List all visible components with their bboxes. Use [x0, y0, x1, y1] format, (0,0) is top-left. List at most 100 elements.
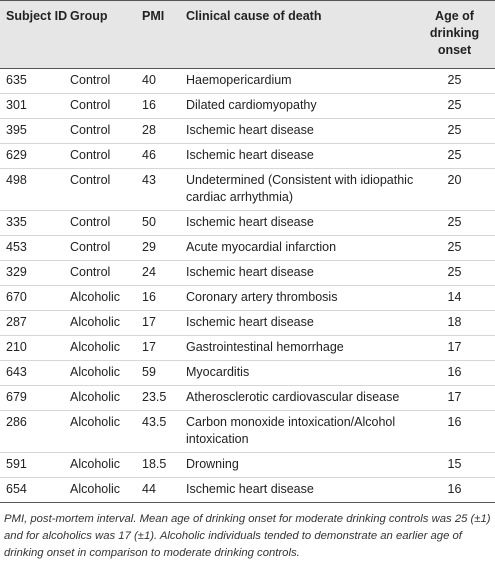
cell-group: Alcoholic	[70, 335, 142, 361]
cell-onset: 25	[414, 118, 495, 144]
cell-pmi: 59	[142, 360, 186, 386]
cell-subject-id: 643	[0, 360, 70, 386]
cell-subject-id: 629	[0, 143, 70, 169]
cell-cause: Ischemic heart disease	[186, 477, 414, 503]
table-row: 335 Control 50 Ischemic heart disease 25	[0, 210, 495, 236]
table-header: Subject ID Group PMI Clinical cause of d…	[0, 0, 495, 69]
cell-group: Alcoholic	[70, 385, 142, 411]
table-footnote: PMI, post-mortem interval. Mean age of d…	[4, 513, 491, 559]
cell-group: Control	[70, 93, 142, 119]
cell-pmi: 46	[142, 143, 186, 169]
table-row: 301 Control 16 Dilated cardiomyopathy 25	[0, 93, 495, 119]
cell-pmi: 16	[142, 93, 186, 119]
cell-group: Alcoholic	[70, 410, 142, 453]
cell-group: Control	[70, 235, 142, 261]
cell-group: Control	[70, 68, 142, 94]
cell-pmi: 17	[142, 335, 186, 361]
table-row: 591 Alcoholic 18.5 Drowning 15	[0, 452, 495, 478]
cell-onset: 17	[414, 385, 495, 411]
cell-cause: Undetermined (Consistent with idiopathic…	[186, 168, 414, 211]
cell-group: Control	[70, 260, 142, 286]
table-row: 635 Control 40 Haemopericardium 25	[0, 68, 495, 94]
header-group: Group	[70, 0, 142, 69]
cell-subject-id: 335	[0, 210, 70, 236]
cell-subject-id: 395	[0, 118, 70, 144]
cell-onset: 17	[414, 335, 495, 361]
cell-subject-id: 301	[0, 93, 70, 119]
cell-subject-id: 286	[0, 410, 70, 453]
cell-group: Alcoholic	[70, 360, 142, 386]
cell-subject-id: 591	[0, 452, 70, 478]
cell-pmi: 40	[142, 68, 186, 94]
cell-subject-id: 287	[0, 310, 70, 336]
cell-group: Control	[70, 168, 142, 211]
cell-pmi: 23.5	[142, 385, 186, 411]
cell-onset: 16	[414, 360, 495, 386]
cell-onset: 25	[414, 143, 495, 169]
table-row: 453 Control 29 Acute myocardial infarction 2…	[0, 235, 495, 261]
cell-subject-id: 670	[0, 285, 70, 311]
cell-pmi: 24	[142, 260, 186, 286]
cell-cause: Ischemic heart disease	[186, 260, 414, 286]
cell-cause: Ischemic heart disease	[186, 118, 414, 144]
cell-onset: 16	[414, 477, 495, 503]
cell-pmi: 29	[142, 235, 186, 261]
cell-pmi: 43.5	[142, 410, 186, 453]
table-row: 329 Control 24 Ischemic heart disease 25	[0, 260, 495, 286]
cell-cause: Ischemic heart disease	[186, 310, 414, 336]
cell-onset: 14	[414, 285, 495, 311]
cell-cause: Carbon monoxide intoxication/Alcohol int…	[186, 410, 414, 453]
cell-onset: 25	[414, 210, 495, 236]
cell-subject-id: 453	[0, 235, 70, 261]
table-container: Subject ID Group PMI Clinical cause of d…	[0, 0, 495, 559]
cell-cause: Myocarditis	[186, 360, 414, 386]
cell-group: Alcoholic	[70, 477, 142, 503]
header-cause: Clinical cause of death	[186, 0, 414, 69]
table-row: 287 Alcoholic 17 Ischemic heart disease 18	[0, 310, 495, 336]
cell-onset: 18	[414, 310, 495, 336]
subjects-table: Subject ID Group PMI Clinical cause of d…	[0, 0, 495, 503]
cell-subject-id: 679	[0, 385, 70, 411]
header-onset: Age of drinking onset	[414, 0, 495, 69]
table-row: 395 Control 28 Ischemic heart disease 25	[0, 118, 495, 144]
cell-cause: Acute myocardial infarction	[186, 235, 414, 261]
cell-pmi: 28	[142, 118, 186, 144]
cell-cause: Drowning	[186, 452, 414, 478]
cell-subject-id: 654	[0, 477, 70, 503]
table-row: 629 Control 46 Ischemic heart disease 25	[0, 143, 495, 169]
cell-cause: Dilated cardiomyopathy	[186, 93, 414, 119]
cell-cause: Coronary artery thrombosis	[186, 285, 414, 311]
cell-cause: Gastrointestinal hemorrhage	[186, 335, 414, 361]
cell-cause: Atherosclerotic cardiovascular disease	[186, 385, 414, 411]
cell-onset: 25	[414, 93, 495, 119]
table-row: 286 Alcoholic 43.5 Carbon monoxide intoxica…	[0, 410, 495, 453]
cell-onset: 25	[414, 68, 495, 94]
table-row: 670 Alcoholic 16 Coronary artery thrombosis…	[0, 285, 495, 311]
cell-group: Control	[70, 118, 142, 144]
table-body: 635 Control 40 Haemopericardium 25 301 Control…	[0, 68, 495, 503]
cell-subject-id: 210	[0, 335, 70, 361]
cell-pmi: 17	[142, 310, 186, 336]
table-row: 679 Alcoholic 23.5 Atherosclerotic cardiova…	[0, 385, 495, 411]
cell-onset: 20	[414, 168, 495, 211]
cell-group: Control	[70, 210, 142, 236]
cell-pmi: 50	[142, 210, 186, 236]
table-row: 654 Alcoholic 44 Ischemic heart disease 16	[0, 477, 495, 503]
table-row: 210 Alcoholic 17 Gastrointestinal hemorrhag…	[0, 335, 495, 361]
table-row: 498 Control 43 Undetermined (Consistent wit…	[0, 168, 495, 211]
cell-group: Alcoholic	[70, 310, 142, 336]
cell-onset: 16	[414, 410, 495, 453]
cell-pmi: 16	[142, 285, 186, 311]
cell-cause: Ischemic heart disease	[186, 210, 414, 236]
cell-subject-id: 498	[0, 168, 70, 211]
cell-subject-id: 329	[0, 260, 70, 286]
cell-onset: 25	[414, 260, 495, 286]
cell-cause: Haemopericardium	[186, 68, 414, 94]
table-row: 643 Alcoholic 59 Myocarditis 16	[0, 360, 495, 386]
cell-onset: 25	[414, 235, 495, 261]
cell-group: Alcoholic	[70, 285, 142, 311]
header-pmi: PMI	[142, 0, 186, 69]
cell-group: Control	[70, 143, 142, 169]
header-subject-id: Subject ID	[0, 0, 70, 69]
cell-pmi: 18.5	[142, 452, 186, 478]
